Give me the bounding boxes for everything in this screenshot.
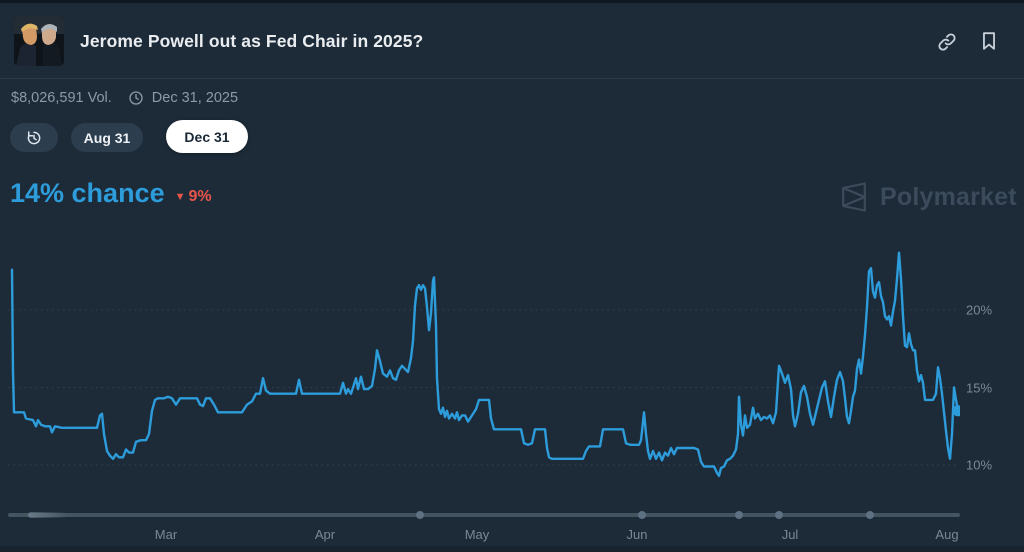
- scrubber-handle-dot[interactable]: [638, 511, 646, 519]
- market-avatar: [14, 16, 64, 66]
- down-arrow-icon: ▼: [174, 190, 186, 203]
- chance-value: 14% chance: [10, 178, 165, 208]
- volume-text: $8,026,591 Vol.: [11, 90, 112, 106]
- date-pill-label: Dec 31: [184, 128, 230, 145]
- history-button[interactable]: [10, 123, 58, 152]
- scrubber-highlight: [28, 512, 68, 518]
- x-tick-label: Aug: [935, 527, 959, 542]
- chance-row: 14% chance ▼ 9%: [10, 180, 212, 207]
- x-tick-label: Mar: [154, 527, 178, 542]
- end-date-text: Dec 31, 2025: [151, 90, 239, 106]
- x-tick-label: Jul: [781, 527, 799, 542]
- bookmark-icon[interactable]: [978, 30, 1000, 52]
- scrubber-handle-dot[interactable]: [866, 511, 874, 519]
- x-tick-label: May: [464, 527, 490, 542]
- trump-powell-photo: [14, 16, 64, 66]
- polymarket-logo: [842, 182, 866, 212]
- clock-icon: [128, 90, 144, 106]
- polymarket-wordmark: Polymarket: [880, 182, 1017, 211]
- bottom-strip: [0, 546, 1024, 552]
- last-price-dot: [952, 405, 960, 417]
- meta-row: $8,026,591 Vol. Dec 31, 2025: [11, 89, 238, 107]
- polymarket-watermark: Polymarket: [836, 179, 1017, 215]
- top-strip: [0, 0, 1024, 3]
- y-tick-label: 10%: [966, 457, 993, 473]
- page-title: Jerome Powell out as Fed Chair in 2025?: [80, 31, 424, 51]
- scrubber-handle-dot[interactable]: [735, 511, 743, 519]
- change-badge: ▼ 9%: [175, 189, 212, 207]
- date-pill-label: Aug 31: [83, 129, 131, 146]
- date-pill-aug31[interactable]: Aug 31: [71, 123, 143, 152]
- scrubber-handle-dot[interactable]: [416, 511, 424, 519]
- history-clock-icon: [27, 130, 41, 144]
- change-value: 9%: [188, 188, 212, 205]
- date-pill-dec31-selected[interactable]: Dec 31: [166, 120, 248, 153]
- timeline-scrubber[interactable]: [8, 513, 960, 517]
- x-tick-label: Jun: [626, 527, 648, 542]
- price-line: [10, 251, 960, 477]
- scrubber-handle-dot[interactable]: [775, 511, 783, 519]
- header-divider: [0, 78, 1024, 79]
- y-tick-label: 15%: [966, 380, 993, 395]
- link-icon[interactable]: [936, 31, 958, 53]
- x-tick-label: Apr: [314, 527, 336, 542]
- y-tick-label: 20%: [966, 302, 993, 318]
- price-chart[interactable]: [8, 245, 960, 505]
